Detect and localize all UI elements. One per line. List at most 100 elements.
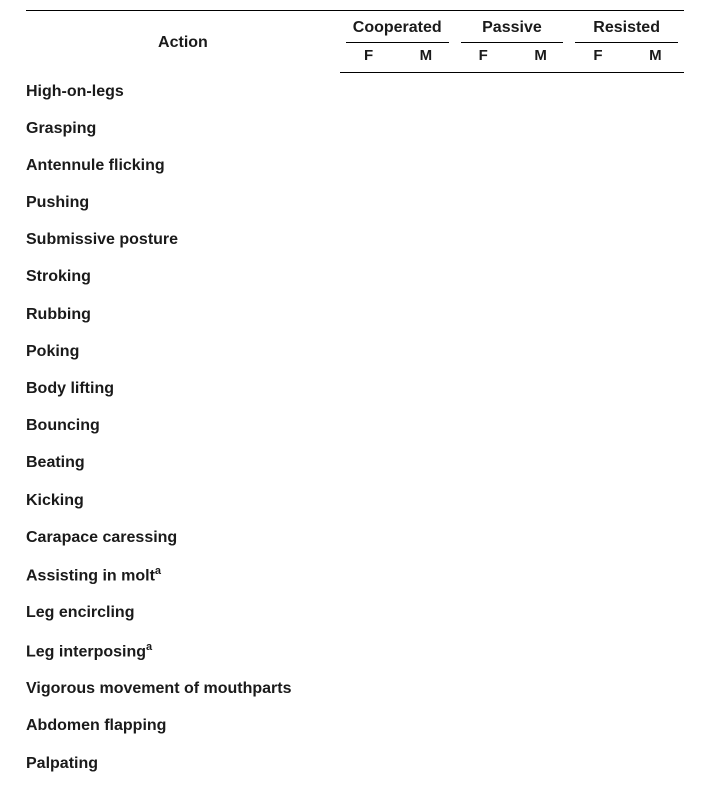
- action-label: Leg interposinga: [26, 632, 340, 671]
- table-row: Rubbing: [26, 296, 684, 333]
- action-label: Body lifting: [26, 370, 340, 407]
- table-row: Abdomen flapping: [26, 707, 684, 744]
- data-cell: [627, 632, 684, 671]
- column-group-resisted: Resisted: [569, 11, 684, 44]
- table-row: Grasping: [26, 110, 684, 147]
- data-cell: [512, 73, 569, 110]
- data-cell: [569, 110, 626, 147]
- data-cell: [455, 632, 512, 671]
- data-cell: [340, 670, 397, 707]
- data-cell: [627, 594, 684, 631]
- table-row: Palpating: [26, 745, 684, 782]
- data-cell: [569, 73, 626, 110]
- data-cell: [397, 110, 454, 147]
- data-cell: [455, 258, 512, 295]
- data-cell: [455, 333, 512, 370]
- data-cell: [512, 594, 569, 631]
- data-cell: [569, 482, 626, 519]
- data-cell: [397, 221, 454, 258]
- action-label-text: Bouncing: [26, 417, 100, 434]
- data-cell: [627, 407, 684, 444]
- data-cell: [512, 110, 569, 147]
- data-cell: [512, 519, 569, 556]
- data-cell: [569, 333, 626, 370]
- action-label-text: Rubbing: [26, 306, 91, 323]
- data-cell: [569, 594, 626, 631]
- data-cell: [340, 519, 397, 556]
- data-cell: [512, 556, 569, 595]
- subheader-resisted-m: M: [627, 43, 684, 73]
- action-label: Assisting in molta: [26, 556, 340, 595]
- data-cell: [340, 444, 397, 481]
- action-label-text: Poking: [26, 343, 79, 360]
- action-label-text: Submissive posture: [26, 231, 178, 248]
- column-group-passive: Passive: [455, 11, 570, 44]
- data-cell: [340, 632, 397, 671]
- data-cell: [569, 519, 626, 556]
- data-cell: [397, 73, 454, 110]
- data-cell: [569, 707, 626, 744]
- table-row: Vigorous movement of mouthparts: [26, 670, 684, 707]
- data-cell: [397, 258, 454, 295]
- data-cell: [397, 556, 454, 595]
- action-label-text: Kicking: [26, 492, 84, 509]
- data-cell: [569, 221, 626, 258]
- data-cell: [340, 594, 397, 631]
- data-cell: [512, 632, 569, 671]
- data-cell: [455, 296, 512, 333]
- table-row: Body lifting: [26, 370, 684, 407]
- action-label: Antennule flicking: [26, 147, 340, 184]
- data-cell: [569, 556, 626, 595]
- data-cell: [340, 370, 397, 407]
- column-header-action: Action: [26, 11, 340, 73]
- action-label-text: Carapace caressing: [26, 529, 177, 546]
- data-cell: [569, 296, 626, 333]
- data-cell: [397, 444, 454, 481]
- subheader-passive-f: F: [455, 43, 512, 73]
- data-cell: [512, 444, 569, 481]
- table-row: High-on-legs: [26, 73, 684, 110]
- action-label-text: Abdomen flapping: [26, 717, 166, 734]
- action-label-text: Leg encircling: [26, 604, 134, 621]
- table-row: Submissive posture: [26, 221, 684, 258]
- action-label: Carapace caressing: [26, 519, 340, 556]
- data-cell: [397, 370, 454, 407]
- column-group-cooperated: Cooperated: [340, 11, 455, 44]
- data-cell: [455, 745, 512, 782]
- data-cell: [397, 184, 454, 221]
- action-label: High-on-legs: [26, 73, 340, 110]
- data-cell: [627, 707, 684, 744]
- data-cell: [512, 147, 569, 184]
- table-container: Action Cooperated Passive Resisted F M F…: [0, 0, 706, 792]
- data-cell: [340, 482, 397, 519]
- action-label: Abdomen flapping: [26, 707, 340, 744]
- action-label-text: Stroking: [26, 268, 91, 285]
- data-cell: [569, 258, 626, 295]
- subheader-cooperated-f: F: [340, 43, 397, 73]
- data-cell: [569, 147, 626, 184]
- action-label-superscript: a: [155, 565, 161, 577]
- data-cell: [627, 110, 684, 147]
- action-label: Stroking: [26, 258, 340, 295]
- data-cell: [455, 184, 512, 221]
- data-cell: [340, 147, 397, 184]
- data-cell: [397, 296, 454, 333]
- subheader-cooperated-m: M: [397, 43, 454, 73]
- data-cell: [512, 370, 569, 407]
- table-row: Carapace caressing: [26, 519, 684, 556]
- data-cell: [512, 670, 569, 707]
- data-cell: [455, 147, 512, 184]
- data-cell: [627, 444, 684, 481]
- subheader-resisted-f: F: [569, 43, 626, 73]
- data-cell: [340, 73, 397, 110]
- data-cell: [627, 519, 684, 556]
- data-cell: [455, 482, 512, 519]
- data-cell: [512, 707, 569, 744]
- data-cell: [627, 258, 684, 295]
- data-cell: [397, 670, 454, 707]
- data-cell: [627, 296, 684, 333]
- data-cell: [569, 184, 626, 221]
- table-row: Assisting in molta: [26, 556, 684, 595]
- data-cell: [397, 745, 454, 782]
- data-cell: [340, 184, 397, 221]
